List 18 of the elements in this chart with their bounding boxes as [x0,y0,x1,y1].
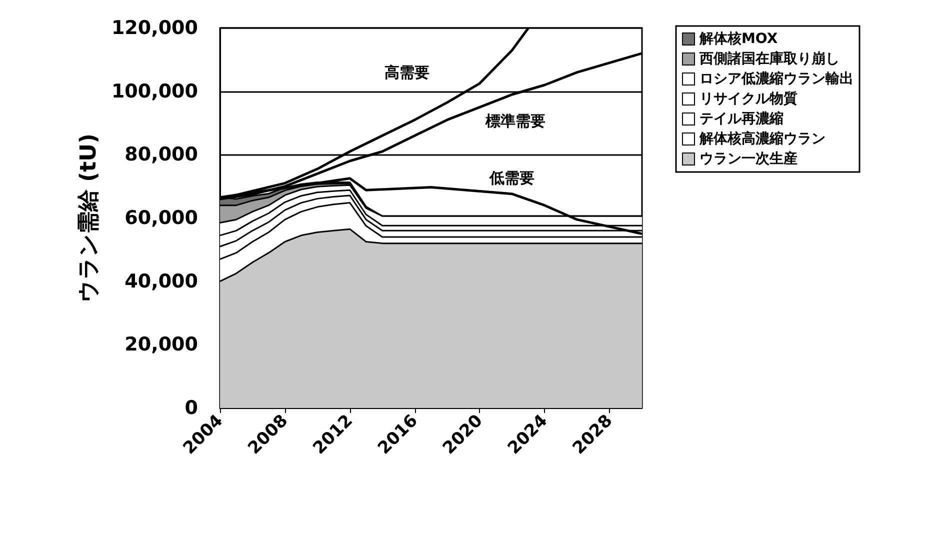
y-tick-label: 120,000 [111,17,198,39]
y-tick-label: 0 [184,397,198,419]
legend-label: 解体核MOX [698,31,778,47]
series-label: 低需要 [488,168,535,187]
series-label: 高需要 [384,63,430,82]
y-tick-label: 20,000 [124,334,198,356]
legend-label: ウラン一次生産 [700,150,798,167]
y-tick-label: 60,000 [124,207,198,229]
y-tick-label: 100,000 [111,80,198,102]
legend-label: リサイクル物質 [700,90,798,107]
legend-label: 西側諸国在庫取り崩し [698,50,840,67]
legend-label: 解体核高濃縮ウラン [698,130,826,147]
y-axis-title: ウラン需給 (tU) [76,133,102,303]
legend-label: ロシア低濃縮ウラン輸出 [700,70,854,87]
series-label: 標準需要 [484,112,546,130]
y-tick-label: 80,000 [124,144,198,166]
y-tick-label: 40,000 [124,270,198,292]
legend-label: テイル再濃縮 [700,110,784,127]
